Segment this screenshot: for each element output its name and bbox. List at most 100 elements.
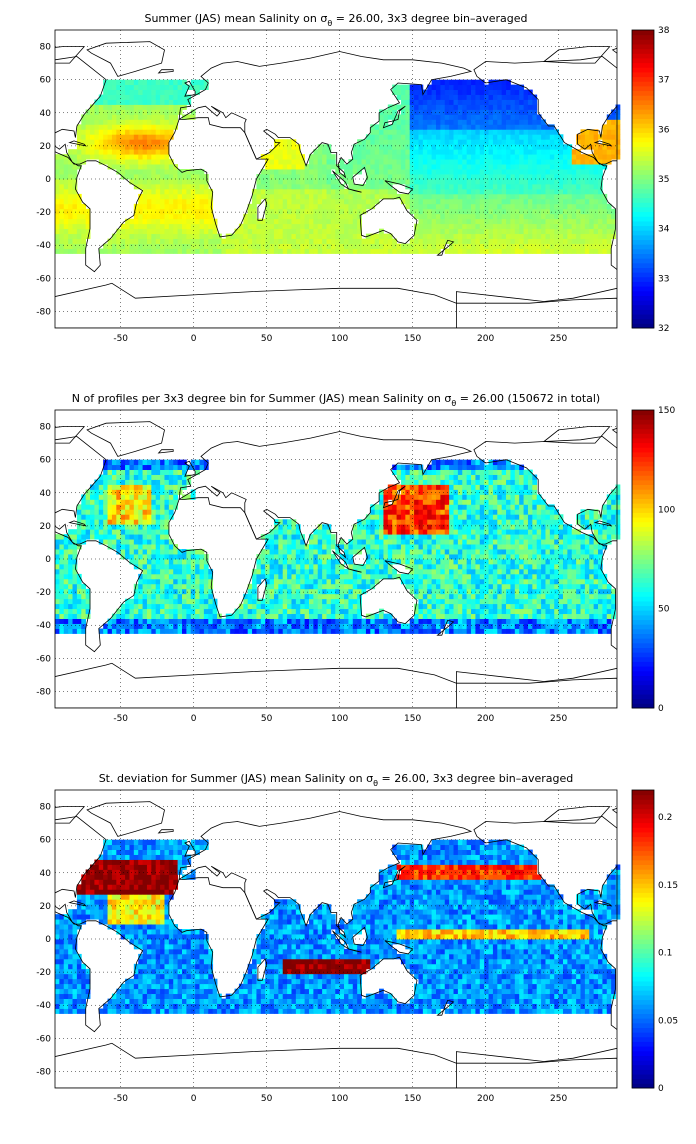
heatmap-cell [327, 569, 332, 574]
heatmap-cell [283, 564, 288, 569]
heatmap-cell [594, 134, 599, 139]
heatmap-cell [344, 544, 349, 549]
heatmap-cell [449, 229, 454, 234]
heatmap-cell [125, 114, 130, 119]
heatmap-cell [121, 149, 126, 154]
heatmap-cell [335, 584, 340, 589]
heatmap-cell [186, 199, 191, 204]
heatmap-cell [510, 119, 515, 124]
heatmap-cell [195, 204, 200, 209]
heatmap-cell [77, 229, 82, 234]
heatmap-cell [418, 549, 423, 554]
heatmap-cell [484, 219, 489, 224]
heatmap-cell [173, 480, 178, 485]
heatmap-cell [296, 159, 301, 164]
heatmap-cell [462, 179, 467, 184]
heatmap-cell [322, 524, 327, 529]
heatmap-cell [515, 194, 520, 199]
heatmap-cell [305, 219, 310, 224]
heatmap-cell [484, 139, 489, 144]
heatmap-cell [147, 529, 152, 534]
heatmap-cell [90, 534, 95, 539]
heatmap-cell [313, 584, 318, 589]
heatmap-cell [221, 239, 226, 244]
heatmap-cell [99, 109, 104, 114]
heatmap-cell [410, 100, 415, 105]
heatmap-cell [440, 144, 445, 149]
heatmap-cell [467, 149, 472, 154]
heatmap-cell [287, 204, 292, 209]
heatmap-cell [191, 204, 196, 209]
heatmap-cell [305, 174, 310, 179]
heatmap-cell [480, 244, 485, 249]
heatmap-cell [278, 559, 283, 564]
heatmap-cell [186, 569, 191, 574]
heatmap-cell [270, 214, 275, 219]
heatmap-cell [541, 244, 546, 249]
heatmap-cell [274, 154, 279, 159]
heatmap-cell [265, 619, 270, 624]
heatmap-cell [252, 614, 257, 619]
heatmap-cell [291, 539, 296, 544]
heatmap-cell [173, 95, 178, 100]
heatmap-cell [195, 589, 200, 594]
heatmap-cell [497, 109, 502, 114]
heatmap-cell [160, 199, 165, 204]
heatmap-cell [143, 574, 148, 579]
heatmap-cell [602, 249, 607, 254]
heatmap-cell [532, 204, 537, 209]
heatmap-cell [414, 574, 419, 579]
heatmap-cell [256, 219, 261, 224]
heatmap-cell [340, 209, 345, 214]
heatmap-cell [541, 219, 546, 224]
heatmap-cell [305, 189, 310, 194]
x-tick-label: 250 [550, 334, 567, 344]
heatmap-cell [77, 584, 82, 589]
heatmap-cell [405, 95, 410, 100]
heatmap-cell [515, 234, 520, 239]
heatmap-cell [182, 584, 187, 589]
heatmap-cell [427, 169, 432, 174]
heatmap-cell [616, 144, 621, 149]
heatmap-cell [73, 149, 78, 154]
heatmap-cell [108, 154, 113, 159]
heatmap-cell [410, 174, 415, 179]
heatmap-cell [475, 184, 480, 189]
heatmap-cell [458, 239, 463, 244]
heatmap-cell [327, 239, 332, 244]
heatmap-cell [173, 569, 178, 574]
heatmap-cell [322, 529, 327, 534]
heatmap-cell [313, 619, 318, 624]
heatmap-cell [432, 139, 437, 144]
heatmap-cell [270, 584, 275, 589]
heatmap-cell [401, 549, 406, 554]
heatmap-cell [327, 184, 332, 189]
heatmap-cell [178, 219, 183, 224]
heatmap-cell [480, 134, 485, 139]
heatmap-cell [164, 559, 169, 564]
heatmap-cell [375, 504, 380, 509]
heatmap-cell [318, 594, 323, 599]
heatmap-cell [291, 559, 296, 564]
heatmap-cell [318, 544, 323, 549]
heatmap-cell [313, 599, 318, 604]
heatmap-cell [68, 234, 73, 239]
heatmap-cell [287, 149, 292, 154]
heatmap-cell [125, 85, 130, 90]
heatmap-cell [418, 559, 423, 564]
heatmap-cell [554, 249, 559, 254]
heatmap-cell [265, 214, 270, 219]
heatmap-cell [103, 114, 108, 119]
heatmap-cell [493, 129, 498, 134]
heatmap-cell [164, 609, 169, 614]
heatmap-cell [379, 569, 384, 574]
coastline [159, 70, 174, 73]
heatmap-cell [497, 119, 502, 124]
heatmap-cell [454, 189, 459, 194]
heatmap-cell [340, 239, 345, 244]
heatmap-cell [274, 534, 279, 539]
heatmap-cell [147, 524, 152, 529]
y-tick-label: 0 [45, 175, 51, 185]
heatmap-cell [68, 619, 73, 624]
heatmap-cell [103, 489, 108, 494]
